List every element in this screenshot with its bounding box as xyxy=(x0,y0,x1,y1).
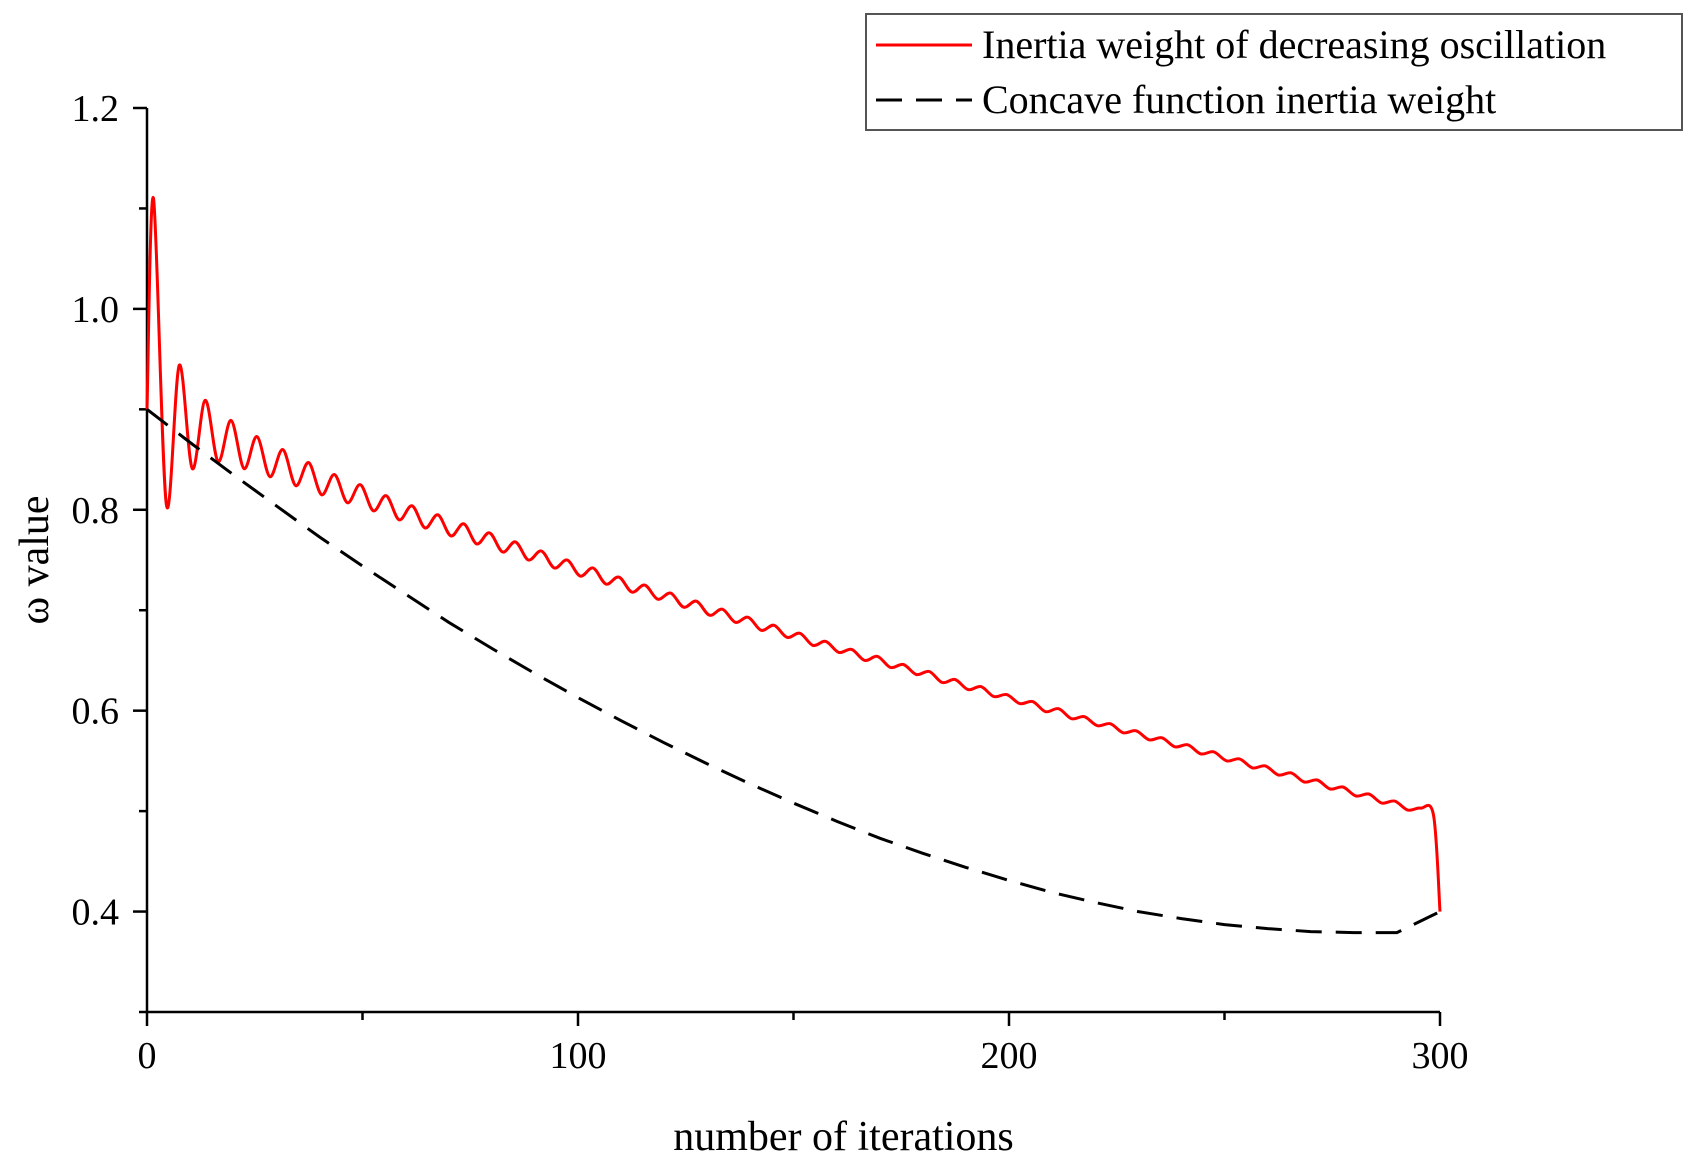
legend-label-oscillation: Inertia weight of decreasing oscillation xyxy=(982,22,1606,67)
axis-ticks: 0 100 200 300 0.4 0.6 0.8 1.0 1.2 xyxy=(72,88,1469,1077)
x-tick-label-100: 100 xyxy=(550,1035,607,1077)
legend: Inertia weight of decreasing oscillation… xyxy=(865,13,1683,131)
series-line-concave xyxy=(146,408,1441,935)
y-axis-title: ω value xyxy=(12,495,58,624)
legend-label-concave: Concave function inertia weight xyxy=(982,77,1496,122)
axes xyxy=(145,108,1440,1014)
y-tick-label-0.6: 0.6 xyxy=(72,691,120,733)
series-layer xyxy=(145,196,1442,935)
y-tick-label-1.2: 1.2 xyxy=(72,88,120,130)
x-tick-label-200: 200 xyxy=(981,1035,1038,1077)
y-tick-label-0.8: 0.8 xyxy=(72,490,120,532)
legend-box xyxy=(865,13,1683,131)
x-tick-label-300: 300 xyxy=(1412,1035,1469,1077)
series-line-oscillation xyxy=(145,196,1442,912)
x-axis-title: number of iterations xyxy=(673,1114,1014,1160)
x-tick-label-0: 0 xyxy=(138,1035,157,1077)
y-tick-label-0.4: 0.4 xyxy=(72,892,120,934)
y-tick-label-1.0: 1.0 xyxy=(72,289,120,331)
